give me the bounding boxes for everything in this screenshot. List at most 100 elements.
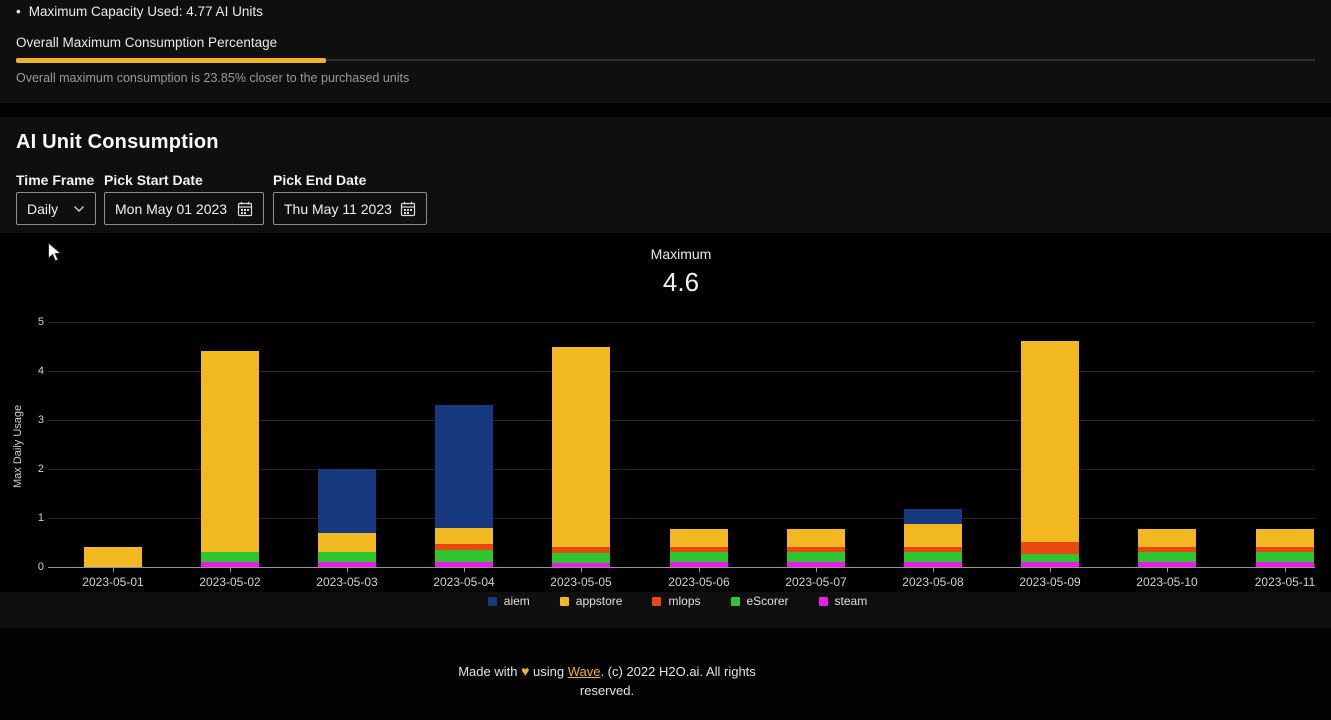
footer-prefix: Made with: [458, 664, 518, 679]
x-tick-label: 2023-05-06: [668, 575, 730, 589]
bar-segment-mlops: [552, 547, 610, 553]
bar-segment-steam: [904, 562, 962, 567]
legend-swatch-mlops: [652, 596, 662, 606]
legend-item-appstore: appstore: [559, 594, 623, 608]
y-tick-label: 4: [37, 365, 44, 377]
x-tick-mark: [1050, 568, 1051, 572]
footer-suffix: . (c) 2022 H2O.ai. All rights reserved.: [579, 664, 756, 698]
bar-segment-appstore: [1021, 341, 1079, 542]
bar-segment-appstore: [1256, 529, 1314, 547]
x-tick-label: 2023-05-09: [1019, 575, 1081, 589]
bar-segment-mlops: [435, 544, 493, 550]
start-date-value: Mon May 01 2023: [115, 200, 228, 217]
y-tick-label: 2: [37, 463, 44, 475]
bar-segment-eScorer: [318, 552, 376, 562]
maximum-stat-label: Maximum: [650, 246, 712, 262]
bar-segment-steam: [318, 562, 376, 567]
bar-segment-eScorer: [201, 552, 259, 562]
legend-item-steam: steam: [818, 594, 868, 608]
consumption-progress-fill: [16, 57, 326, 63]
consumption-progress-bar: [16, 57, 1315, 63]
wave-link[interactable]: Wave: [567, 664, 601, 679]
gridline: [48, 469, 1315, 470]
gridline: [48, 518, 1315, 519]
footer-middle: using: [533, 664, 565, 679]
bar-segment-eScorer: [552, 553, 610, 563]
consumption-percentage-label: Overall Maximum Consumption Percentage: [16, 35, 278, 50]
card-title: AI Unit Consumption: [16, 131, 219, 153]
bar-segment-appstore: [904, 524, 962, 547]
time-frame-label: Time Frame: [16, 172, 95, 188]
end-date-picker[interactable]: Thu May 11 2023: [273, 192, 427, 225]
bar-segment-steam: [1256, 562, 1314, 567]
chevron-down-icon: [74, 205, 84, 212]
x-tick-label: 2023-05-08: [902, 575, 964, 589]
y-tick-label: 5: [37, 316, 44, 328]
x-tick-mark: [1285, 568, 1286, 572]
time-frame-dropdown[interactable]: Daily: [16, 192, 96, 225]
x-tick-label: 2023-05-03: [316, 575, 378, 589]
end-date-value: Thu May 11 2023: [284, 200, 392, 217]
mouse-cursor-icon: [48, 242, 62, 262]
bar-segment-appstore: [670, 529, 728, 547]
bar-segment-eScorer: [435, 550, 493, 562]
time-frame-value: Daily: [27, 200, 59, 217]
bar-segment-mlops: [904, 547, 962, 552]
bar-segment-appstore: [787, 529, 845, 547]
x-tick-label: 2023-05-02: [199, 575, 261, 589]
legend-item-mlops: mlops: [652, 594, 701, 608]
bar-segment-eScorer: [904, 552, 962, 562]
legend-label: eScorer: [746, 594, 789, 608]
bar-segment-aiem: [318, 469, 376, 533]
bullet-icon: •: [16, 4, 21, 19]
bar-segment-eScorer: [1021, 554, 1079, 562]
x-tick-mark: [230, 568, 231, 572]
legend-swatch-eScorer: [730, 596, 740, 606]
legend-swatch-appstore: [559, 596, 569, 606]
legend-label: aiem: [503, 594, 530, 608]
bar-segment-steam: [1021, 562, 1079, 567]
footer-credits: Made with ♥ using Wave. (c) 2022 H2O.ai.…: [437, 662, 777, 700]
legend-swatch-aiem: [487, 596, 497, 606]
bar-segment-steam: [1138, 562, 1196, 567]
legend-label: appstore: [575, 594, 623, 608]
y-tick-label: 1: [37, 512, 44, 524]
bar-segment-steam: [201, 562, 259, 567]
bar-segment-eScorer: [1256, 552, 1314, 562]
legend-label: steam: [834, 594, 868, 608]
start-date-picker[interactable]: Mon May 01 2023: [104, 192, 264, 225]
bar-segment-steam: [552, 563, 610, 567]
bar-segment-eScorer: [1138, 552, 1196, 562]
bar-segment-steam: [670, 562, 728, 567]
x-tick-mark: [816, 568, 817, 572]
gridline: [48, 420, 1315, 421]
bar-segment-aiem: [435, 405, 493, 528]
maximum-stat: Maximum 4.6: [531, 246, 831, 298]
x-tick-mark: [699, 568, 700, 572]
x-tick-mark: [933, 568, 934, 572]
x-tick-mark: [464, 568, 465, 572]
bar-segment-appstore: [435, 528, 493, 544]
bar-segment-appstore: [552, 347, 610, 547]
x-tick-mark: [347, 568, 348, 572]
x-tick-label: 2023-05-04: [433, 575, 495, 589]
capacity-used-item: • Maximum Capacity Used: 4.77 AI Units: [16, 4, 263, 19]
end-date-label: Pick End Date: [273, 172, 367, 188]
bar-segment-steam: [787, 562, 845, 567]
bar-segment-appstore: [201, 351, 259, 552]
legend-label: mlops: [668, 594, 701, 608]
bar-segment-appstore: [318, 533, 376, 552]
bar-segment-mlops: [670, 547, 728, 552]
calendar-icon: [400, 201, 416, 216]
bar-segment-mlops: [787, 547, 845, 552]
x-tick-mark: [581, 568, 582, 572]
x-tick-label: 2023-05-05: [550, 575, 612, 589]
summary-card: [0, 0, 1331, 103]
gridline: [48, 322, 1315, 323]
x-tick-label: 2023-05-01: [82, 575, 144, 589]
chart-legend: aiem appstore mlops eScorer steam: [12, 594, 1331, 608]
heart-icon: ♥: [521, 663, 530, 679]
consumption-caption: Overall maximum consumption is 23.85% cl…: [16, 71, 410, 85]
bar-segment-aiem: [904, 509, 962, 524]
